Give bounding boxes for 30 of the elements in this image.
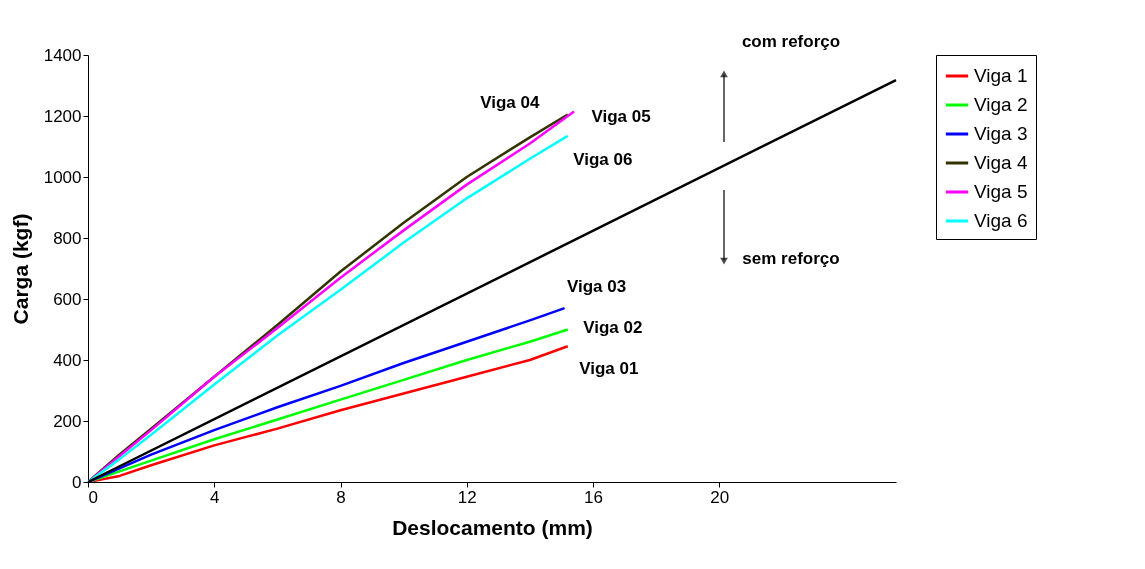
annotation: Viga 01 [579, 359, 639, 379]
x-axis-title: Deslocamento (mm) [392, 515, 593, 539]
x-tick-label: 20 [710, 487, 730, 507]
legend-label: Viga 2 [974, 94, 1028, 115]
legend-label: Viga 5 [974, 181, 1028, 202]
text: com reforço [741, 32, 841, 51]
legend-label: Viga 4 [974, 152, 1028, 173]
annotation: Viga 03 [566, 277, 627, 297]
x-tick-label: 16 [584, 487, 603, 507]
legend-label: Viga 1 [974, 65, 1028, 86]
y-tick-label: 1000 [43, 167, 82, 187]
y-tick-label: 600 [53, 289, 82, 309]
legend-label: Viga 3 [974, 123, 1028, 144]
y-axis-title: Carga (kgf) [8, 213, 32, 325]
x-tick-label: 12 [457, 487, 477, 507]
y-tick-label: 1200 [43, 106, 82, 126]
y-tick-label: 1400 [43, 45, 82, 65]
legend-label: Viga 6 [974, 210, 1028, 231]
annotation: Viga 02 [583, 317, 643, 337]
x-tick-label: 8 [336, 487, 346, 507]
y-tick-label: 200 [53, 411, 82, 431]
y-tick-label: 800 [53, 228, 82, 248]
annotation: sem reforço [742, 249, 840, 268]
y-tick-label: 400 [53, 350, 82, 370]
annotation: Viga 04 [480, 93, 540, 113]
annotation: Viga 06 [573, 149, 633, 169]
x-tick-label: 0 [88, 487, 98, 507]
y-tick-label: 0 [72, 472, 82, 492]
annotation: Viga 05 [591, 107, 651, 127]
x-tick-label: 4 [210, 487, 220, 507]
